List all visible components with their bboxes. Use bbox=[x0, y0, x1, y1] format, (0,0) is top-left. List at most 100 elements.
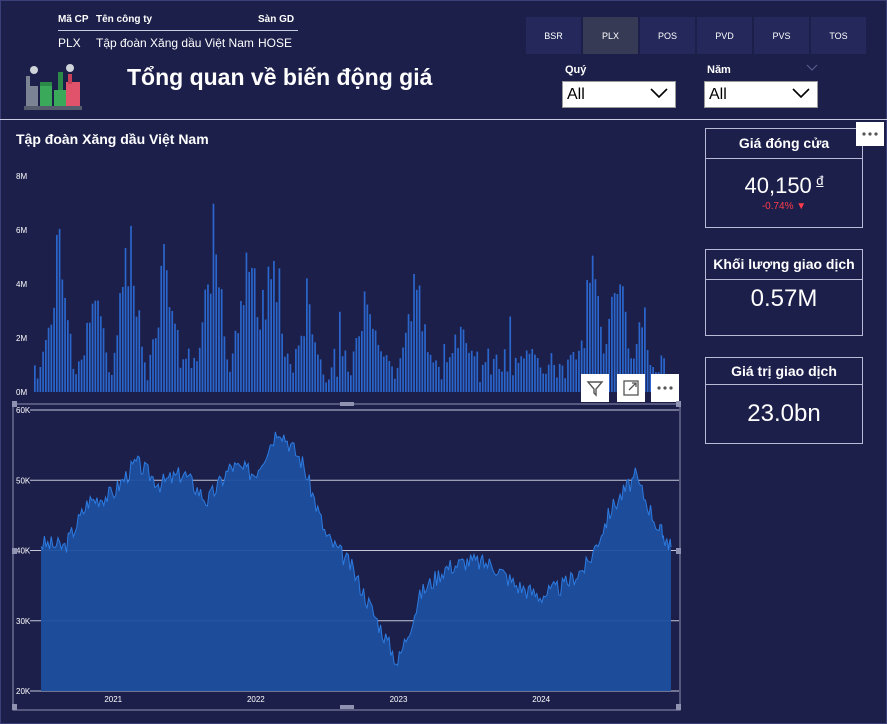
volume-bar bbox=[572, 351, 575, 392]
volume-bar bbox=[83, 355, 86, 392]
volume-bar bbox=[127, 286, 130, 392]
x-tick-label: 2024 bbox=[532, 695, 550, 704]
volume-bar bbox=[377, 344, 380, 392]
volume-bar bbox=[223, 336, 226, 392]
turnover-card: Giá trị giao dịch 23.0bn bbox=[705, 357, 863, 444]
volume-bar bbox=[369, 314, 371, 392]
ticker-button-tos[interactable]: TOS bbox=[811, 17, 866, 54]
volume-bar bbox=[198, 347, 201, 392]
ticker-button-pvs[interactable]: PVS bbox=[754, 17, 809, 54]
volume-bar bbox=[218, 287, 220, 392]
volume-bar bbox=[641, 327, 643, 392]
volume-card: Khối lượng giao dịch 0.57M bbox=[705, 249, 863, 336]
volume-bar bbox=[605, 343, 608, 392]
volume-bar bbox=[196, 361, 198, 392]
quarter-filter-dropdown[interactable]: All bbox=[562, 81, 676, 108]
volume-bar bbox=[69, 333, 72, 392]
volume-bar bbox=[371, 328, 374, 392]
volume-bar bbox=[432, 362, 435, 392]
volume-bar bbox=[407, 314, 410, 392]
volume-bar bbox=[281, 333, 284, 392]
volume-bar bbox=[270, 279, 273, 392]
volume-bar bbox=[207, 284, 209, 392]
volume-bar bbox=[481, 364, 484, 392]
volume-bar bbox=[575, 359, 578, 392]
volume-bar bbox=[75, 374, 77, 392]
volume-bar bbox=[174, 323, 176, 392]
more-options-icon[interactable] bbox=[651, 374, 679, 402]
cell-exchange: HOSE bbox=[258, 36, 293, 50]
header-ticker: Mã CP bbox=[58, 14, 89, 25]
ticker-button-pos[interactable]: POS bbox=[640, 17, 695, 54]
volume-bar bbox=[187, 348, 190, 392]
volume-bar bbox=[484, 362, 487, 392]
volume-bar bbox=[451, 353, 454, 392]
volume-bar bbox=[366, 304, 369, 392]
x-tick-label: 2021 bbox=[104, 695, 122, 704]
focus-mode-icon[interactable] bbox=[617, 374, 645, 402]
volume-bar bbox=[564, 378, 567, 392]
volume-bar bbox=[479, 382, 481, 392]
y-tick-label: 40K bbox=[16, 547, 31, 556]
volume-chart[interactable]: 0M 2M 4M 6M 8M bbox=[0, 168, 690, 398]
volume-bar bbox=[476, 351, 479, 392]
volume-bar bbox=[295, 348, 297, 392]
volume-bar bbox=[360, 331, 363, 392]
volume-bar bbox=[190, 367, 193, 392]
volume-bar bbox=[347, 371, 349, 392]
volume-bar bbox=[580, 340, 583, 392]
volume-bar bbox=[435, 360, 437, 392]
volume-bar bbox=[470, 350, 473, 392]
volume-bar bbox=[534, 354, 536, 392]
volume-bar bbox=[462, 329, 465, 392]
x-tick-label: 2022 bbox=[247, 695, 265, 704]
volume-bar bbox=[404, 332, 407, 392]
more-options-icon[interactable] bbox=[856, 122, 884, 146]
volume-bar bbox=[457, 347, 459, 392]
volume-bar bbox=[495, 354, 498, 392]
volume-bar bbox=[55, 234, 58, 392]
cell-ticker: PLX bbox=[58, 36, 81, 50]
year-filter-dropdown[interactable]: All bbox=[704, 81, 818, 108]
volume-bar bbox=[597, 295, 600, 392]
volume-bar bbox=[245, 252, 248, 392]
volume-bar bbox=[297, 345, 300, 392]
volume-bar bbox=[135, 316, 138, 392]
volume-bar bbox=[160, 265, 163, 392]
resize-handle bbox=[12, 548, 17, 554]
company-chart-title: Tập đoàn Xăng dầu Việt Nam bbox=[16, 131, 209, 147]
volume-bar bbox=[490, 374, 492, 392]
ticker-button-pvd[interactable]: PVD bbox=[697, 17, 752, 54]
volume-bar bbox=[94, 300, 97, 392]
volume-bar bbox=[391, 366, 393, 392]
volume-bar bbox=[344, 350, 347, 392]
volume-bar bbox=[553, 364, 556, 392]
volume-bar bbox=[102, 328, 105, 392]
volume-bar bbox=[42, 351, 44, 392]
volume-bar bbox=[542, 373, 545, 392]
volume-bar bbox=[105, 352, 108, 392]
volume-bar bbox=[176, 329, 179, 392]
volume-bar bbox=[523, 358, 525, 392]
volume-bar bbox=[113, 352, 116, 392]
down-arrow-icon: ▼ bbox=[796, 201, 807, 212]
volume-bar bbox=[308, 304, 311, 392]
filter-icon[interactable] bbox=[581, 374, 609, 402]
volume-bar bbox=[201, 322, 204, 392]
volume-bar bbox=[385, 355, 388, 392]
volume-bar bbox=[638, 322, 641, 392]
volume-bar bbox=[36, 378, 39, 392]
ticker-button-plx[interactable]: PLX bbox=[583, 17, 638, 54]
price-chart[interactable]: 20K 30K 40K 50K 60K 2021 2022 2023 2024 bbox=[0, 400, 690, 712]
volume-bar bbox=[328, 379, 330, 392]
volume-bar bbox=[215, 254, 218, 392]
chevron-down-icon[interactable] bbox=[806, 64, 818, 72]
ticker-button-bsr[interactable]: BSR bbox=[526, 17, 581, 54]
volume-bar bbox=[448, 357, 451, 392]
volume-bar bbox=[619, 284, 621, 392]
volume-bar bbox=[306, 278, 308, 392]
y-tick-label: 30K bbox=[16, 617, 31, 626]
volume-bar bbox=[97, 300, 99, 392]
volume-bar bbox=[231, 353, 234, 392]
volume-bar bbox=[437, 366, 440, 392]
